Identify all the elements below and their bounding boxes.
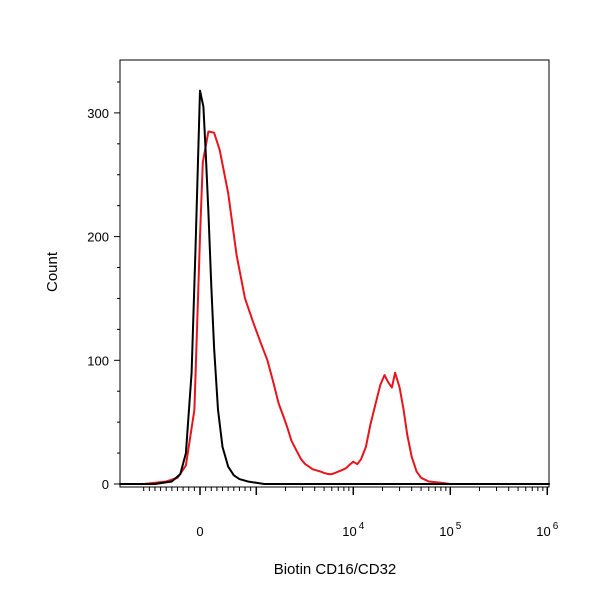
y-tick-label-0: 0: [102, 477, 109, 492]
x-tick-label-4: 10 4: [342, 521, 364, 539]
series-layer: [119, 89, 550, 485]
tick-labels-layer: 0 100 200 300 0 10 4 10 5 10 6: [87, 106, 558, 539]
series-line-stained: [119, 130, 550, 485]
series-line-control: [119, 89, 550, 485]
y-tick-label-300: 300: [87, 106, 109, 121]
ticks-layer: [114, 81, 549, 495]
y-tick-label-100: 100: [87, 353, 109, 368]
x-tick-label-6: 10 6: [536, 521, 558, 539]
y-axis-label: Count: [44, 251, 61, 292]
x-tick-label-0: 0: [196, 524, 203, 539]
x-axis-label: Biotin CD16/CD32: [274, 561, 397, 578]
x-tick-label-5: 10 5: [439, 521, 461, 539]
y-tick-label-200: 200: [87, 230, 109, 245]
plot-frame: [119, 59, 550, 488]
